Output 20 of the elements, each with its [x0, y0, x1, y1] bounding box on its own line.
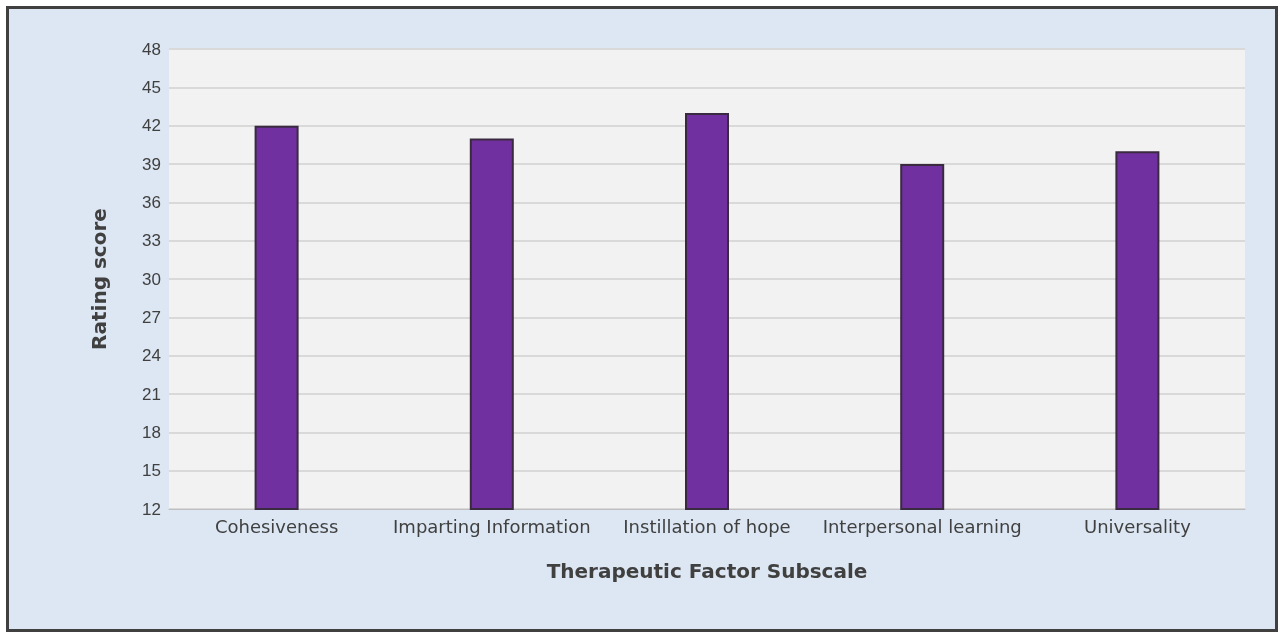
x-axis-title: Therapeutic Factor Subscale: [546, 559, 868, 583]
y-tick-label: 30: [142, 269, 161, 289]
x-tick-label: Cohesiveness: [214, 515, 339, 537]
y-tick-label: 48: [142, 39, 161, 59]
y-tick-label: 21: [142, 384, 161, 404]
x-tick-label: Instillation of hope: [623, 515, 791, 537]
y-axis-title: Rating score: [87, 208, 111, 350]
y-tick-label: 39: [142, 154, 161, 174]
y-tick-label: 18: [142, 422, 161, 442]
y-tick-label: 15: [142, 461, 161, 481]
y-tick-label: 27: [142, 307, 161, 327]
y-tick-label: 42: [142, 116, 161, 136]
x-tick-label: Universality: [1083, 515, 1192, 537]
y-tick-label: 45: [142, 77, 161, 97]
y-tick-label: 33: [142, 231, 161, 251]
y-tick-label: 36: [142, 192, 161, 212]
y-tick-label: 24: [142, 346, 161, 366]
x-tick-label: Imparting Information: [393, 515, 591, 537]
x-tick-label: Interpersonal learning: [822, 515, 1022, 537]
y-tick-label: 12: [142, 499, 161, 519]
